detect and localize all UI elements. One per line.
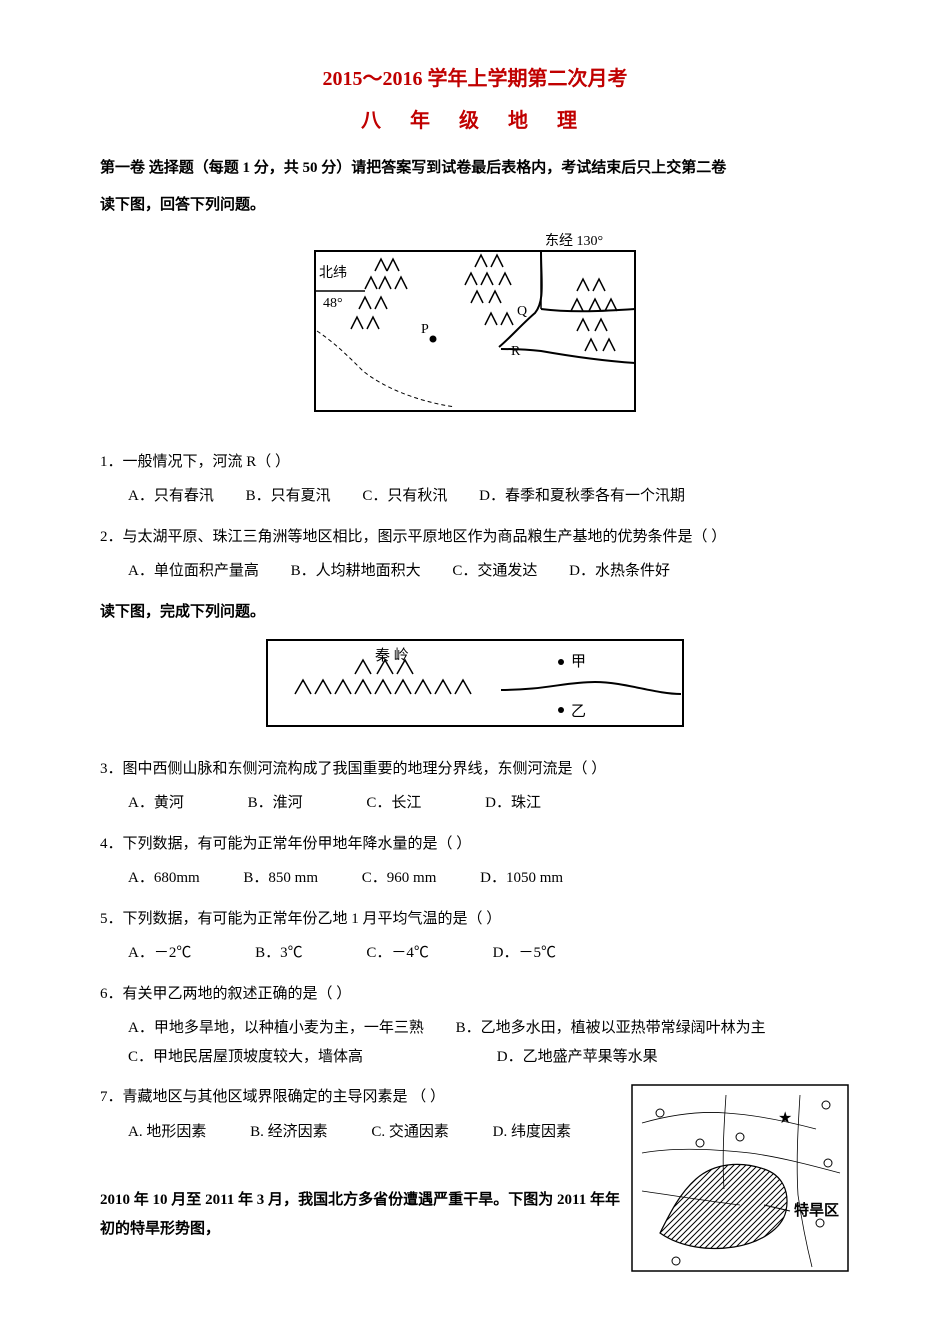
fig2-label-yi: 乙 [571,704,586,720]
q5-choice-A: A．－2℃ [128,939,191,968]
q6-stem: 6．有关甲乙两地的叙述正确的是（ ） [100,980,850,1009]
q6-choice-C: C．甲地民居屋顶坡度较大，墙体高 [128,1043,363,1072]
q2-choices: A．单位面积产量高 B．人均耕地面积大 C．交通发达 D．水热条件好 [100,557,850,586]
q2-stem: 2．与太湖平原、珠江三角洲等地区相比，图示平原地区作为商品粮生产基地的优势条件是… [100,523,850,552]
q1-choice-A: A．只有春汛 [128,482,214,511]
fig1-label-dongjing: 东经 130° [545,233,603,249]
figure-2-map: 秦 岭 甲 乙 [265,638,685,728]
q5-choice-C: C．－4℃ [366,939,429,968]
q4-stem: 4．下列数据，有可能为正常年份甲地年降水量的是（ ） [100,830,850,859]
q3-stem: 3．图中西侧山脉和东侧河流构成了我国重要的地理分界线，东侧河流是（ ） [100,755,850,784]
q1-choice-C: C．只有秋汛 [362,482,447,511]
q3-choices: A．黄河 B．淮河 C．长江 D．珠江 [100,789,850,818]
fig1-label-R: R [511,344,521,359]
q5-choices: A．－2℃ B．3℃ C．－4℃ D．－5℃ [100,939,850,968]
exam-title-line2: 八 年 级 地 理 [100,102,850,140]
q5-choice-D: D．－5℃ [493,939,556,968]
section-intro-2: 读下图，完成下列问题。 [100,598,850,627]
fig1-label-48: 48° [323,296,343,311]
q5-stem: 5．下列数据，有可能为正常年份乙地 1 月平均气温的是（ ） [100,905,850,934]
section-intro-line1: 第一卷 选择题（每题 1 分，共 50 分）请把答案写到试卷最后表格内，考试结束… [100,154,850,183]
q2-choice-C: C．交通发达 [452,557,537,586]
q1-choice-B: B．只有夏汛 [246,482,331,511]
q4-choice-A: A．680mm [128,864,200,893]
figure-3-map: ★ 特旱区 [630,1083,850,1273]
q7-choice-C: C. 交通因素 [371,1118,449,1147]
figure-1-map: 东经 130° 北纬 48° P Q R [305,231,645,421]
fig1-label-P: P [421,322,429,337]
q3-choice-A: A．黄河 [128,789,184,818]
fig2-label-qinling: 秦 岭 [375,647,409,664]
q7-choice-A: A. 地形因素 [128,1118,206,1147]
q7-choice-D: D. 纬度因素 [493,1118,571,1147]
figure-3-wrap: ★ 特旱区 [630,1083,850,1284]
fig1-label-beiwei: 北纬 [319,265,347,281]
q3-choice-C: C．长江 [366,789,421,818]
q3-choice-D: D．珠江 [485,789,541,818]
paragraph-2010: 2010 年 10 月至 2011 年 3 月，我国北方多省份遭遇严重干旱。下图… [100,1186,850,1243]
q1-stem: 1．一般情况下，河流 R（ ） [100,448,850,477]
fig1-label-Q: Q [517,304,527,319]
q1-choice-D: D．春季和夏秋季各有一个汛期 [479,482,685,511]
q6-choice-A: A．甲地多旱地，以种植小麦为主，一年三熟 [128,1014,424,1043]
figure-1-wrap: 东经 130° 北纬 48° P Q R [100,231,850,432]
q5-choice-B: B．3℃ [255,939,303,968]
q6-choices: A．甲地多旱地，以种植小麦为主，一年三熟 B．乙地多水田，植被以亚热带常绿阔叶林… [100,1014,850,1071]
q7-choice-B: B. 经济因素 [250,1118,328,1147]
q2-choice-B: B．人均耕地面积大 [291,557,421,586]
q1-choices: A．只有春汛 B．只有夏汛 C．只有秋汛 D．春季和夏秋季各有一个汛期 [100,482,850,511]
q6-choice-D: D．乙地盛产苹果等水果 [497,1043,658,1072]
q2-choice-A: A．单位面积产量高 [128,557,259,586]
section-intro-line2: 读下图，回答下列问题。 [100,191,850,220]
q6-choice-B: B．乙地多水田，植被以亚热带常绿阔叶林为主 [456,1014,766,1043]
svg-text:★: ★ [778,1110,792,1127]
q4-choice-B: B．850 mm [243,864,318,893]
figure-2-wrap: 秦 岭 甲 乙 [100,638,850,739]
exam-title-line1: 2015～2016 学年上学期第二次月考 [100,60,850,98]
q2-choice-D: D．水热条件好 [569,557,670,586]
q4-choice-D: D．1050 mm [480,864,563,893]
q4-choice-C: C．960 mm [362,864,437,893]
q3-choice-B: B．淮河 [248,789,303,818]
q4-choices: A．680mm B．850 mm C．960 mm D．1050 mm [100,864,850,893]
fig2-label-jia: 甲 [571,654,586,670]
